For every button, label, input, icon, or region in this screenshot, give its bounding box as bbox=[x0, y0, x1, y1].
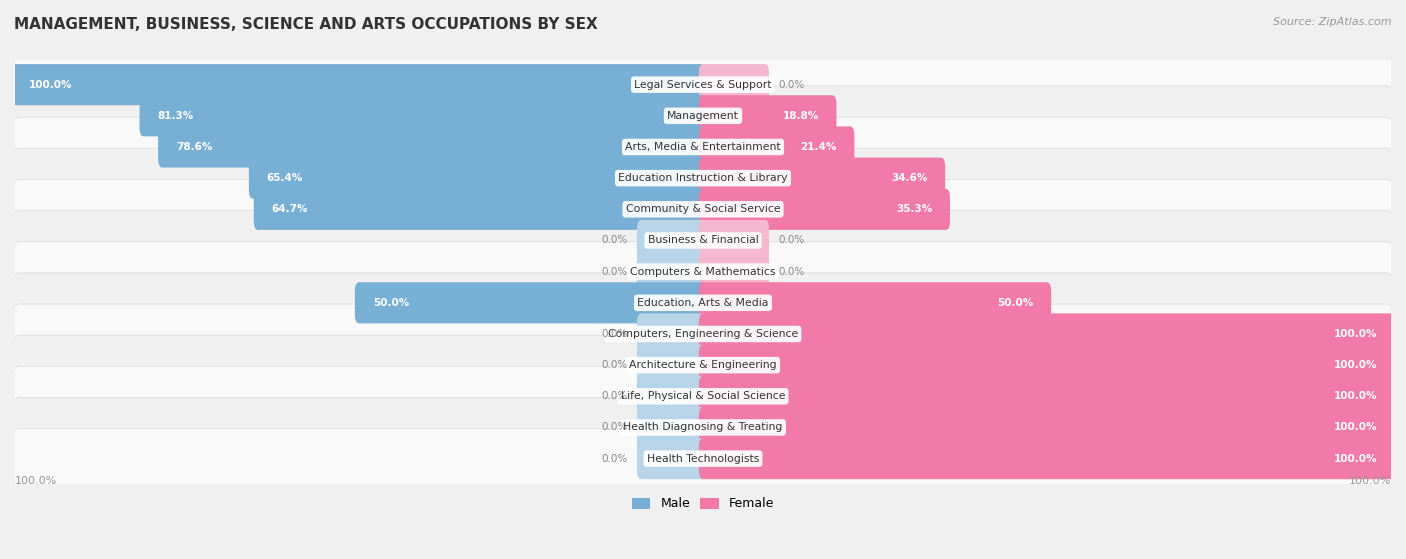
Text: 65.4%: 65.4% bbox=[267, 173, 304, 183]
Text: 0.0%: 0.0% bbox=[602, 423, 627, 433]
Text: 100.0%: 100.0% bbox=[1334, 329, 1378, 339]
Text: 0.0%: 0.0% bbox=[602, 391, 627, 401]
Text: 0.0%: 0.0% bbox=[779, 235, 804, 245]
Text: 18.8%: 18.8% bbox=[782, 111, 818, 121]
Text: 50.0%: 50.0% bbox=[997, 298, 1033, 308]
Text: 100.0%: 100.0% bbox=[15, 476, 58, 486]
FancyBboxPatch shape bbox=[13, 241, 1393, 301]
FancyBboxPatch shape bbox=[699, 344, 1395, 386]
Legend: Male, Female: Male, Female bbox=[627, 492, 779, 515]
Text: 100.0%: 100.0% bbox=[1334, 423, 1378, 433]
FancyBboxPatch shape bbox=[699, 438, 1395, 479]
FancyBboxPatch shape bbox=[13, 117, 1393, 177]
FancyBboxPatch shape bbox=[13, 304, 1393, 364]
Text: Life, Physical & Social Science: Life, Physical & Social Science bbox=[621, 391, 785, 401]
Text: 0.0%: 0.0% bbox=[602, 329, 627, 339]
Text: Architecture & Engineering: Architecture & Engineering bbox=[630, 360, 776, 370]
FancyBboxPatch shape bbox=[253, 189, 707, 230]
Text: Education, Arts & Media: Education, Arts & Media bbox=[637, 298, 769, 308]
FancyBboxPatch shape bbox=[699, 376, 1395, 417]
Text: 35.3%: 35.3% bbox=[896, 204, 932, 214]
Text: 0.0%: 0.0% bbox=[602, 454, 627, 463]
Text: 50.0%: 50.0% bbox=[373, 298, 409, 308]
FancyBboxPatch shape bbox=[637, 251, 707, 292]
FancyBboxPatch shape bbox=[699, 95, 837, 136]
FancyBboxPatch shape bbox=[13, 366, 1393, 426]
FancyBboxPatch shape bbox=[13, 86, 1393, 146]
FancyBboxPatch shape bbox=[11, 64, 707, 105]
FancyBboxPatch shape bbox=[699, 407, 1395, 448]
FancyBboxPatch shape bbox=[699, 251, 769, 292]
Text: Source: ZipAtlas.com: Source: ZipAtlas.com bbox=[1274, 17, 1392, 27]
FancyBboxPatch shape bbox=[699, 314, 1395, 354]
Text: 100.0%: 100.0% bbox=[1334, 454, 1378, 463]
Text: 0.0%: 0.0% bbox=[779, 267, 804, 277]
Text: 100.0%: 100.0% bbox=[1348, 476, 1391, 486]
FancyBboxPatch shape bbox=[13, 179, 1393, 239]
FancyBboxPatch shape bbox=[139, 95, 707, 136]
FancyBboxPatch shape bbox=[699, 158, 945, 198]
FancyBboxPatch shape bbox=[13, 55, 1393, 115]
Text: 0.0%: 0.0% bbox=[602, 267, 627, 277]
FancyBboxPatch shape bbox=[13, 273, 1393, 333]
FancyBboxPatch shape bbox=[13, 148, 1393, 208]
FancyBboxPatch shape bbox=[699, 220, 769, 261]
Text: Health Technologists: Health Technologists bbox=[647, 454, 759, 463]
Text: 64.7%: 64.7% bbox=[271, 204, 308, 214]
FancyBboxPatch shape bbox=[13, 397, 1393, 457]
Text: Business & Financial: Business & Financial bbox=[648, 235, 758, 245]
FancyBboxPatch shape bbox=[637, 344, 707, 386]
Text: 21.4%: 21.4% bbox=[800, 142, 837, 152]
Text: Education Instruction & Library: Education Instruction & Library bbox=[619, 173, 787, 183]
Text: 0.0%: 0.0% bbox=[602, 235, 627, 245]
Text: 100.0%: 100.0% bbox=[28, 79, 72, 89]
FancyBboxPatch shape bbox=[699, 282, 1052, 323]
Text: 100.0%: 100.0% bbox=[1334, 360, 1378, 370]
Text: 78.6%: 78.6% bbox=[176, 142, 212, 152]
FancyBboxPatch shape bbox=[13, 211, 1393, 271]
Text: 34.6%: 34.6% bbox=[891, 173, 928, 183]
FancyBboxPatch shape bbox=[157, 126, 707, 168]
FancyBboxPatch shape bbox=[699, 64, 769, 105]
FancyBboxPatch shape bbox=[637, 407, 707, 448]
Text: Legal Services & Support: Legal Services & Support bbox=[634, 79, 772, 89]
FancyBboxPatch shape bbox=[637, 314, 707, 354]
FancyBboxPatch shape bbox=[13, 335, 1393, 395]
Text: Management: Management bbox=[666, 111, 740, 121]
Text: MANAGEMENT, BUSINESS, SCIENCE AND ARTS OCCUPATIONS BY SEX: MANAGEMENT, BUSINESS, SCIENCE AND ARTS O… bbox=[14, 17, 598, 32]
Text: Health Diagnosing & Treating: Health Diagnosing & Treating bbox=[623, 423, 783, 433]
Text: Computers, Engineering & Science: Computers, Engineering & Science bbox=[607, 329, 799, 339]
FancyBboxPatch shape bbox=[699, 126, 855, 168]
Text: 0.0%: 0.0% bbox=[779, 79, 804, 89]
FancyBboxPatch shape bbox=[354, 282, 707, 323]
FancyBboxPatch shape bbox=[637, 376, 707, 417]
Text: 81.3%: 81.3% bbox=[157, 111, 194, 121]
FancyBboxPatch shape bbox=[13, 429, 1393, 489]
Text: Computers & Mathematics: Computers & Mathematics bbox=[630, 267, 776, 277]
FancyBboxPatch shape bbox=[637, 220, 707, 261]
FancyBboxPatch shape bbox=[699, 189, 950, 230]
Text: Community & Social Service: Community & Social Service bbox=[626, 204, 780, 214]
FancyBboxPatch shape bbox=[637, 438, 707, 479]
FancyBboxPatch shape bbox=[249, 158, 707, 198]
Text: 100.0%: 100.0% bbox=[1334, 391, 1378, 401]
Text: Arts, Media & Entertainment: Arts, Media & Entertainment bbox=[626, 142, 780, 152]
Text: 0.0%: 0.0% bbox=[602, 360, 627, 370]
